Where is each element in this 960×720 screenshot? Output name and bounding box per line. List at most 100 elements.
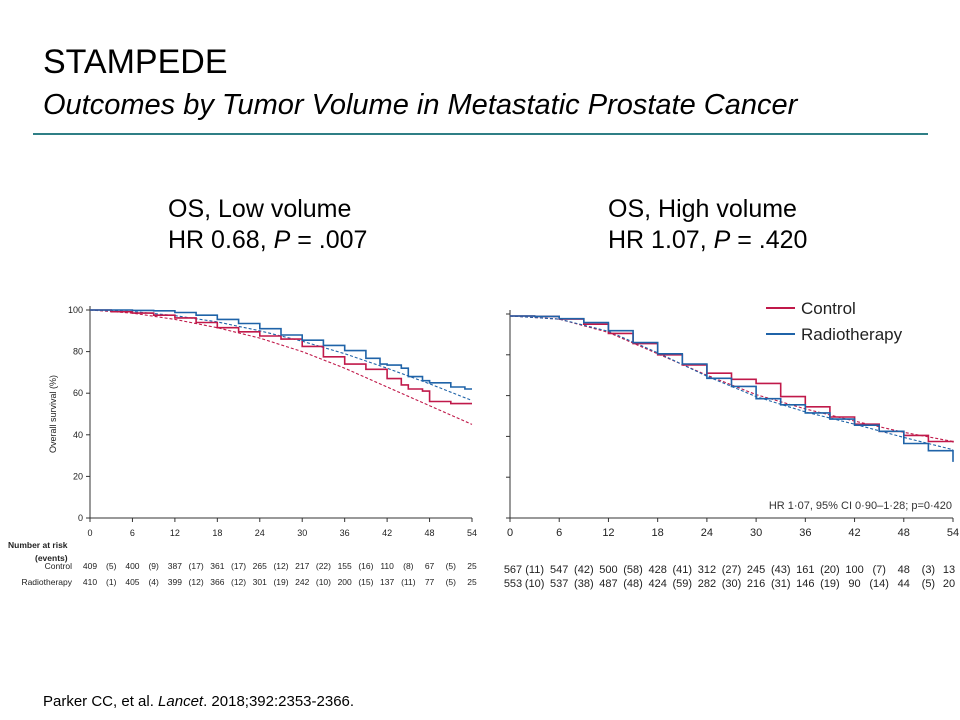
low-volume-x-tick-label: 42: [382, 528, 392, 538]
risk-cell: (48): [623, 578, 643, 590]
slide-subtitle: Outcomes by Tumor Volume in Metastatic P…: [43, 89, 798, 121]
risk-cell: (22): [316, 561, 331, 571]
low-volume-y-tick-label: 80: [73, 347, 83, 357]
risk-cell: (9): [148, 561, 159, 571]
risk-cell: (3): [922, 564, 935, 576]
risk-cell: (41): [672, 564, 692, 576]
risk-cell: (30): [722, 578, 742, 590]
low-volume-y-tick-label: 60: [73, 388, 83, 398]
risk-cell: 567: [504, 564, 522, 576]
risk-cell: 13: [943, 564, 955, 576]
risk-cell: (5): [446, 577, 457, 587]
risk-cell: (5): [446, 561, 457, 571]
low-volume-y-tick-label: 100: [68, 305, 83, 315]
risk-cell: 265: [253, 561, 267, 571]
risk-cell: 25: [467, 561, 477, 571]
legend-label-control: Control: [801, 299, 856, 318]
risk-cell: 200: [338, 577, 352, 587]
hr-annotation-partial: HR 1·07, 95% CI 0·90–1·28; p=0·420: [769, 500, 952, 512]
risk-cell: 547: [550, 564, 568, 576]
high-volume-km-curve-radiotherapy: [510, 315, 954, 462]
risk-cell: 77: [425, 577, 435, 587]
risk-cell: (43): [771, 564, 791, 576]
risk-cell: 100: [845, 564, 863, 576]
risk-table-header: Number at risk: [8, 540, 68, 550]
risk-cell: (20): [820, 564, 840, 576]
risk-cell: 428: [648, 564, 666, 576]
risk-cell: 90: [848, 578, 860, 590]
low-volume-x-tick-label: 12: [170, 528, 180, 538]
risk-cell: 67: [425, 561, 435, 571]
risk-cell: 216: [747, 578, 765, 590]
title-divider: [33, 133, 928, 135]
risk-cell: 48: [898, 564, 910, 576]
low-volume-y-label: Overall survival (%): [48, 375, 58, 453]
risk-cell: 410: [83, 577, 97, 587]
low-volume-y-tick-label: 0: [78, 513, 83, 523]
risk-cell: 537: [550, 578, 568, 590]
risk-cell: 366: [210, 577, 224, 587]
low-volume-x-tick-label: 30: [297, 528, 307, 538]
low-volume-x-tick-label: 24: [255, 528, 265, 538]
high-volume-x-tick-label: 30: [750, 527, 762, 539]
risk-cell: 400: [125, 561, 139, 571]
risk-cell: (5): [106, 561, 117, 571]
low-volume-x-tick-label: 48: [425, 528, 435, 538]
risk-cell: (4): [148, 577, 159, 587]
risk-cell: (27): [722, 564, 742, 576]
risk-cell: 282: [698, 578, 716, 590]
risk-cell: 245: [747, 564, 765, 576]
low-volume-x-tick-label: 18: [212, 528, 222, 538]
risk-cell: 500: [599, 564, 617, 576]
high-volume-heading: OS, High volume HR 1.07, P = .420: [608, 194, 807, 256]
risk-cell: 301: [253, 577, 267, 587]
high-volume-heading-line1: OS, High volume: [608, 195, 797, 223]
risk-cell: 146: [796, 578, 814, 590]
risk-cell: 20: [943, 578, 955, 590]
risk-cell: (16): [358, 561, 373, 571]
high-volume-x-tick-label: 48: [898, 527, 910, 539]
low-volume-y-tick-label: 40: [73, 430, 83, 440]
low-volume-y-tick-label: 20: [73, 471, 83, 481]
low-volume-fitted-curve-radiotherapy: [89, 309, 473, 402]
high-volume-x-tick-label: 12: [602, 527, 614, 539]
risk-cell: 242: [295, 577, 309, 587]
high-volume-x-tick-label: 42: [848, 527, 860, 539]
low-volume-x-tick-label: 6: [130, 528, 135, 538]
risk-cell: 487: [599, 578, 617, 590]
risk-cell: 44: [898, 578, 910, 590]
risk-row-label-radiotherapy: Radiotherapy: [21, 577, 72, 587]
risk-cell: 110: [380, 561, 394, 571]
low-volume-heading-line1: OS, Low volume: [168, 195, 352, 223]
risk-cell: 424: [648, 578, 666, 590]
high-volume-x-tick-label: 24: [701, 527, 713, 539]
low-volume-fitted-curve-control: [89, 309, 473, 425]
low-volume-x-tick-label: 0: [87, 528, 92, 538]
risk-cell: (31): [771, 578, 791, 590]
risk-cell: (58): [623, 564, 643, 576]
risk-cell: (12): [273, 561, 288, 571]
low-volume-km-curve-radiotherapy: [90, 309, 472, 390]
high-volume-x-tick-label: 6: [556, 527, 562, 539]
citation: Parker CC, et al. Lancet. 2018;392:2353-…: [43, 693, 355, 710]
risk-cell: (14): [869, 578, 889, 590]
risk-cell: (11): [401, 577, 416, 587]
low-volume-x-tick-label: 54: [467, 528, 477, 538]
risk-cell: 312: [698, 564, 716, 576]
risk-cell: 217: [295, 561, 309, 571]
slide-title: STAMPEDE: [43, 43, 228, 81]
low-volume-km-curve-control: [90, 309, 472, 405]
risk-cell: (10): [525, 578, 545, 590]
risk-cell: 387: [168, 561, 182, 571]
risk-row-label-control: Control: [45, 561, 73, 571]
risk-cell: 155: [338, 561, 352, 571]
high-volume-x-tick-label: 0: [507, 527, 513, 539]
risk-cell: (5): [922, 578, 935, 590]
risk-cell: (17): [189, 561, 204, 571]
risk-cell: (42): [574, 564, 594, 576]
risk-cell: (38): [574, 578, 594, 590]
risk-cell: (1): [106, 577, 117, 587]
risk-cell: 361: [210, 561, 224, 571]
risk-cell: (12): [231, 577, 246, 587]
